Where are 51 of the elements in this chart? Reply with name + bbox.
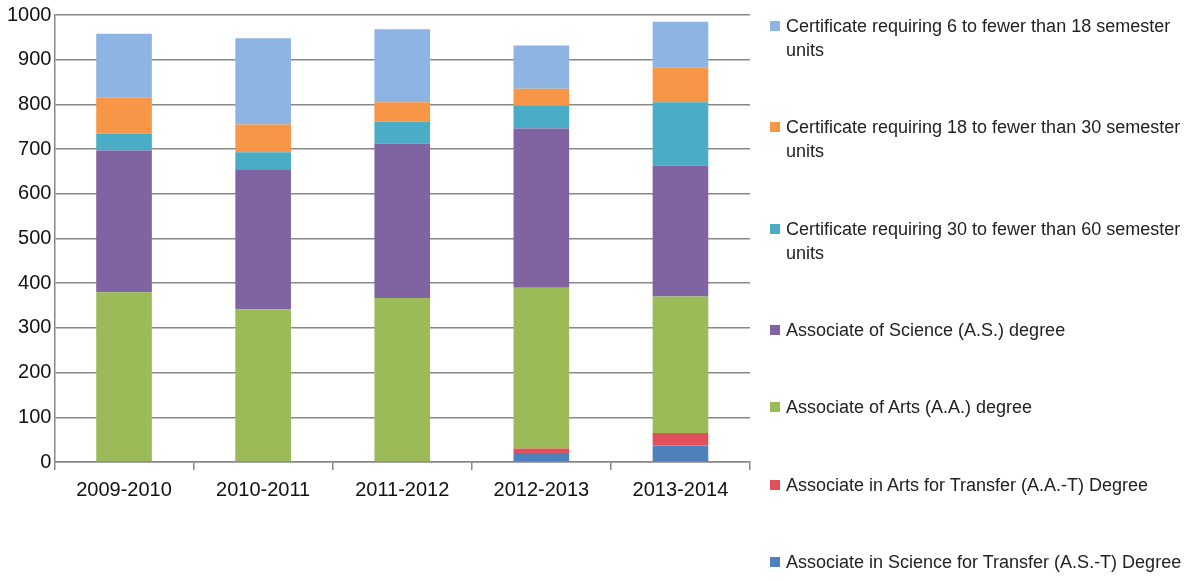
bar — [235, 309, 291, 462]
bar — [374, 297, 431, 462]
bar — [96, 133, 152, 151]
bar — [96, 33, 152, 98]
bar — [652, 296, 709, 433]
bar — [513, 287, 570, 449]
legend-label: Associate in Science for Transfer (A.S.-T) Degree — [786, 550, 1182, 574]
bar — [513, 45, 570, 89]
bar — [374, 29, 431, 103]
y-tick-label: 0 — [40, 449, 52, 472]
legend-label: Certificate requiring 18 to fewer than 30 semester units — [786, 116, 1182, 164]
x-tick-label: 2012-2013 — [493, 477, 590, 500]
bar — [374, 143, 431, 298]
bar — [235, 152, 291, 170]
y-tick-label: 700 — [18, 136, 52, 159]
y-tick-label: 1000 — [6, 2, 52, 25]
bar — [235, 169, 291, 310]
x-tick-label: 2011-2012 — [355, 477, 450, 500]
bar — [513, 88, 570, 106]
legend-label: Certificate requiring 30 to fewer than 60 semester units — [786, 217, 1182, 265]
legend-label: Associate of Science (A.S.) degree — [786, 319, 1066, 342]
bar — [652, 102, 709, 166]
bar — [374, 102, 431, 122]
legend-label: Certificate requiring 6 to fewer than 18 semester units — [786, 15, 1172, 62]
legend-label: Associate of Arts (A.A.) degree — [786, 396, 1033, 420]
bar — [235, 38, 291, 125]
x-tick-label: 2009-2010 — [76, 477, 172, 500]
legend-label: Associate in Arts for Transfer (A.A.-T) Degree — [786, 473, 1149, 497]
bar — [96, 150, 152, 293]
bar — [513, 453, 570, 462]
bar — [374, 121, 431, 144]
bar — [652, 165, 709, 297]
y-tick-label: 800 — [18, 91, 52, 114]
x-tick-label: 2010-2011 — [216, 477, 311, 500]
bar — [96, 97, 152, 134]
bar — [652, 445, 709, 462]
y-tick-label: 300 — [18, 315, 52, 338]
bar — [652, 432, 709, 446]
bar — [235, 124, 291, 153]
y-tick-label: 500 — [18, 226, 52, 249]
y-tick-label: 200 — [18, 360, 52, 383]
y-tick-label: 600 — [18, 181, 52, 204]
bar — [513, 105, 570, 129]
y-tick-label: 400 — [18, 270, 52, 293]
bar — [652, 67, 709, 103]
bar — [96, 292, 152, 462]
x-tick-label: 2013-2014 — [632, 477, 729, 500]
y-tick-label: 900 — [18, 47, 52, 70]
y-tick-label: 100 — [18, 404, 52, 427]
bar — [652, 21, 709, 68]
bar — [513, 128, 570, 288]
